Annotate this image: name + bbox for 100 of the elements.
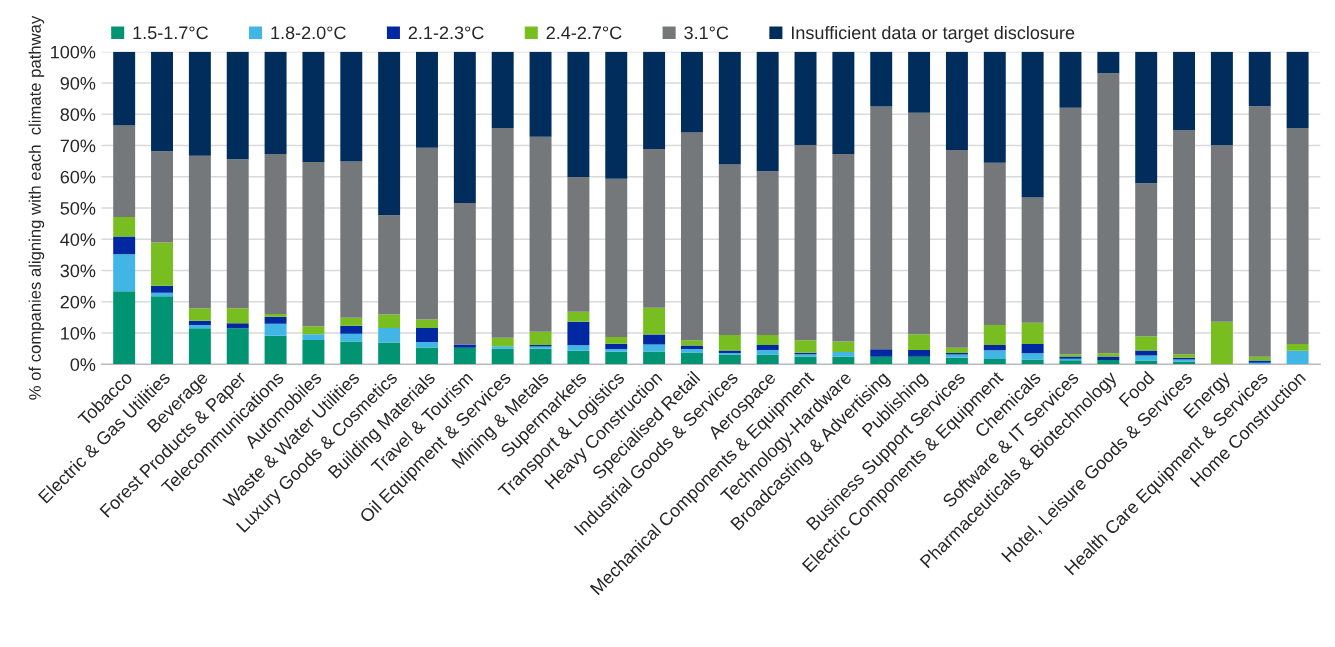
bar xyxy=(340,341,363,365)
bar xyxy=(718,164,741,335)
y-tick-label: 10% xyxy=(61,326,96,340)
bar xyxy=(1097,73,1120,354)
bar xyxy=(1286,350,1309,365)
bar xyxy=(1021,343,1044,354)
bar xyxy=(908,334,931,350)
bar xyxy=(983,358,1006,365)
bar xyxy=(453,344,476,348)
bar xyxy=(643,307,666,335)
bar xyxy=(1173,51,1196,130)
bar xyxy=(226,328,249,365)
bar xyxy=(113,125,136,218)
bar xyxy=(605,348,628,352)
bar xyxy=(529,51,552,137)
legend-label: 1.8-2.0°C xyxy=(271,26,346,40)
bar xyxy=(1210,51,1233,146)
bar xyxy=(491,128,514,338)
bar xyxy=(1248,106,1271,357)
bar xyxy=(794,144,817,341)
bar xyxy=(416,347,438,365)
bar xyxy=(718,354,741,365)
bar xyxy=(983,324,1006,345)
bar xyxy=(908,356,931,365)
bar xyxy=(491,346,514,349)
bar xyxy=(1097,359,1120,365)
bar xyxy=(1210,321,1233,365)
bar xyxy=(188,308,211,321)
bar xyxy=(1210,145,1233,322)
bar xyxy=(340,161,363,318)
bar xyxy=(718,51,741,165)
bar xyxy=(680,51,703,133)
bar xyxy=(870,106,893,350)
bar xyxy=(1135,51,1158,184)
bar xyxy=(226,51,249,160)
y-tick-label: 20% xyxy=(60,295,96,309)
bar xyxy=(1135,183,1158,337)
bar xyxy=(567,177,590,312)
bar xyxy=(680,352,703,365)
bar xyxy=(567,311,590,322)
bar xyxy=(113,291,136,365)
legend-label: Insufficient data or target disclosure xyxy=(791,25,1075,43)
bar xyxy=(113,254,136,292)
bar xyxy=(605,178,628,338)
bar xyxy=(870,349,893,357)
legend-label: 1.5-1.7°C xyxy=(133,26,208,40)
bar xyxy=(302,326,325,335)
bar xyxy=(567,345,590,351)
bar xyxy=(605,343,628,349)
bar xyxy=(264,316,287,324)
bar xyxy=(188,320,211,325)
bar xyxy=(945,357,968,365)
legend-label: 2.1-2.3°C xyxy=(408,26,484,40)
bar xyxy=(908,112,931,335)
bar xyxy=(1248,51,1271,107)
bar xyxy=(1135,336,1158,351)
bar xyxy=(870,356,893,365)
bar xyxy=(264,153,287,314)
bar xyxy=(378,314,401,329)
y-tick-label: 70% xyxy=(60,139,96,153)
y-tick-label: 60% xyxy=(60,170,96,184)
bar xyxy=(832,341,855,353)
bar xyxy=(302,162,325,327)
bar xyxy=(529,331,552,345)
bar xyxy=(1286,343,1309,351)
bar xyxy=(151,296,173,365)
bar xyxy=(1021,51,1044,198)
bar xyxy=(1286,51,1309,129)
y-tick-label: 100% xyxy=(51,45,96,59)
bar xyxy=(264,313,287,317)
y-axis-title: % of companies aligning with each climate pathway xyxy=(28,15,45,400)
bar xyxy=(416,319,438,329)
bar xyxy=(605,351,628,365)
bar xyxy=(151,285,173,293)
bar xyxy=(605,51,628,179)
bar xyxy=(983,344,1006,351)
bar xyxy=(983,162,1006,325)
bar xyxy=(188,328,211,365)
bar xyxy=(340,333,363,342)
bar xyxy=(188,155,211,309)
bar xyxy=(680,340,703,346)
bar xyxy=(416,342,438,348)
bar xyxy=(264,323,287,336)
bar xyxy=(1135,355,1158,361)
bar xyxy=(113,51,136,126)
bar xyxy=(491,348,514,365)
bar xyxy=(605,337,628,344)
bar xyxy=(264,51,287,154)
bar xyxy=(340,317,363,326)
bar xyxy=(983,51,1006,163)
bar xyxy=(870,51,893,107)
bar xyxy=(756,334,779,345)
bar xyxy=(643,148,666,308)
bar xyxy=(756,51,779,172)
bar xyxy=(680,132,703,341)
bar xyxy=(794,340,817,353)
y-tick-label: 0% xyxy=(70,358,96,371)
bar xyxy=(529,348,552,365)
bar xyxy=(1059,360,1082,365)
bar xyxy=(945,347,968,354)
